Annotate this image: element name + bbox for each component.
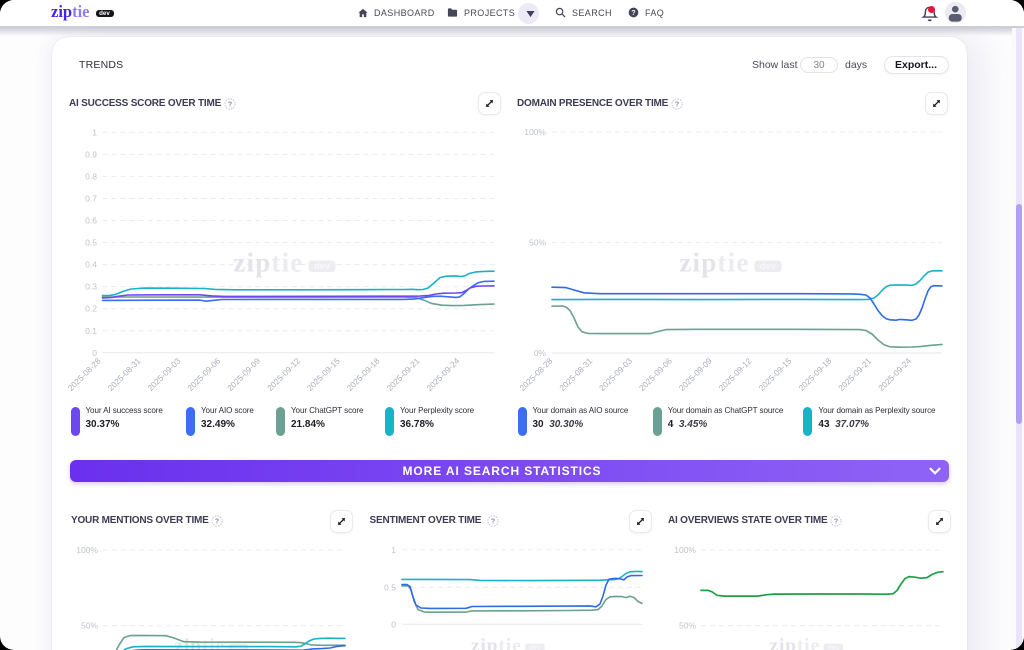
- svg-text:2025-09-15: 2025-09-15: [756, 356, 793, 393]
- svg-text:2025-09-24: 2025-09-24: [424, 356, 461, 393]
- svg-text:2025-09-03: 2025-09-03: [145, 356, 182, 393]
- svg-text:dev: dev: [314, 261, 331, 272]
- svg-text:?: ?: [215, 518, 219, 525]
- svg-text:0.1: 0.1: [85, 326, 97, 336]
- svg-text:2025-08-28: 2025-08-28: [517, 356, 554, 393]
- svg-text:2025-09-21: 2025-09-21: [836, 356, 873, 393]
- svg-text:2025-09-15: 2025-09-15: [305, 356, 342, 393]
- svg-text:?: ?: [834, 518, 838, 525]
- svg-text:0: 0: [92, 348, 97, 358]
- svg-text:2025-08-31: 2025-08-31: [557, 356, 594, 393]
- svg-text:50%: 50%: [679, 621, 696, 631]
- svg-text:2025-09-21: 2025-09-21: [384, 356, 421, 393]
- svg-text:ziptie: ziptie: [471, 636, 522, 650]
- svg-text:2025-09-03: 2025-09-03: [597, 356, 634, 393]
- svg-text:50%: 50%: [81, 621, 98, 631]
- svg-text:0.8: 0.8: [85, 171, 97, 181]
- svg-text:0.2: 0.2: [85, 304, 97, 314]
- svg-text:2025-08-28: 2025-08-28: [66, 356, 103, 393]
- svg-text:100%: 100%: [674, 545, 696, 555]
- svg-text:0: 0: [391, 619, 396, 629]
- svg-text:0.4: 0.4: [85, 260, 97, 270]
- svg-text:2025-09-12: 2025-09-12: [265, 356, 302, 393]
- svg-text:2025-09-18: 2025-09-18: [345, 356, 382, 393]
- svg-text:1: 1: [391, 545, 396, 555]
- svg-text:2025-08-31: 2025-08-31: [106, 356, 143, 393]
- svg-text:2025-09-06: 2025-09-06: [637, 356, 674, 393]
- svg-text:dev: dev: [760, 261, 777, 272]
- svg-text:2025-09-24: 2025-09-24: [876, 356, 913, 393]
- svg-text:ziptie: ziptie: [679, 248, 749, 278]
- svg-text:0%: 0%: [534, 348, 547, 358]
- svg-text:2025-09-09: 2025-09-09: [225, 356, 262, 393]
- svg-text:0.9: 0.9: [85, 149, 97, 159]
- svg-text:0.5: 0.5: [384, 582, 396, 592]
- svg-text:0.6: 0.6: [85, 216, 97, 226]
- svg-text:0.7: 0.7: [85, 193, 97, 203]
- svg-text:dev: dev: [529, 645, 541, 650]
- svg-text:ziptie: ziptie: [769, 636, 820, 650]
- svg-text:ziptie: ziptie: [233, 248, 303, 278]
- svg-text:100%: 100%: [76, 545, 98, 555]
- svg-text:2025-09-12: 2025-09-12: [717, 356, 754, 393]
- svg-text:dev: dev: [828, 645, 840, 650]
- svg-text:2025-09-18: 2025-09-18: [796, 356, 833, 393]
- svg-text:?: ?: [631, 10, 635, 17]
- svg-text:1: 1: [92, 127, 97, 137]
- svg-text:?: ?: [491, 518, 495, 525]
- svg-text:?: ?: [228, 101, 232, 108]
- svg-text:0.3: 0.3: [85, 282, 97, 292]
- svg-text:0.5: 0.5: [85, 238, 97, 248]
- svg-text:50%: 50%: [529, 238, 546, 248]
- svg-text:100%: 100%: [524, 127, 546, 137]
- svg-text:2025-09-09: 2025-09-09: [677, 356, 714, 393]
- svg-text:2025-09-06: 2025-09-06: [185, 356, 222, 393]
- svg-text:?: ?: [675, 101, 679, 108]
